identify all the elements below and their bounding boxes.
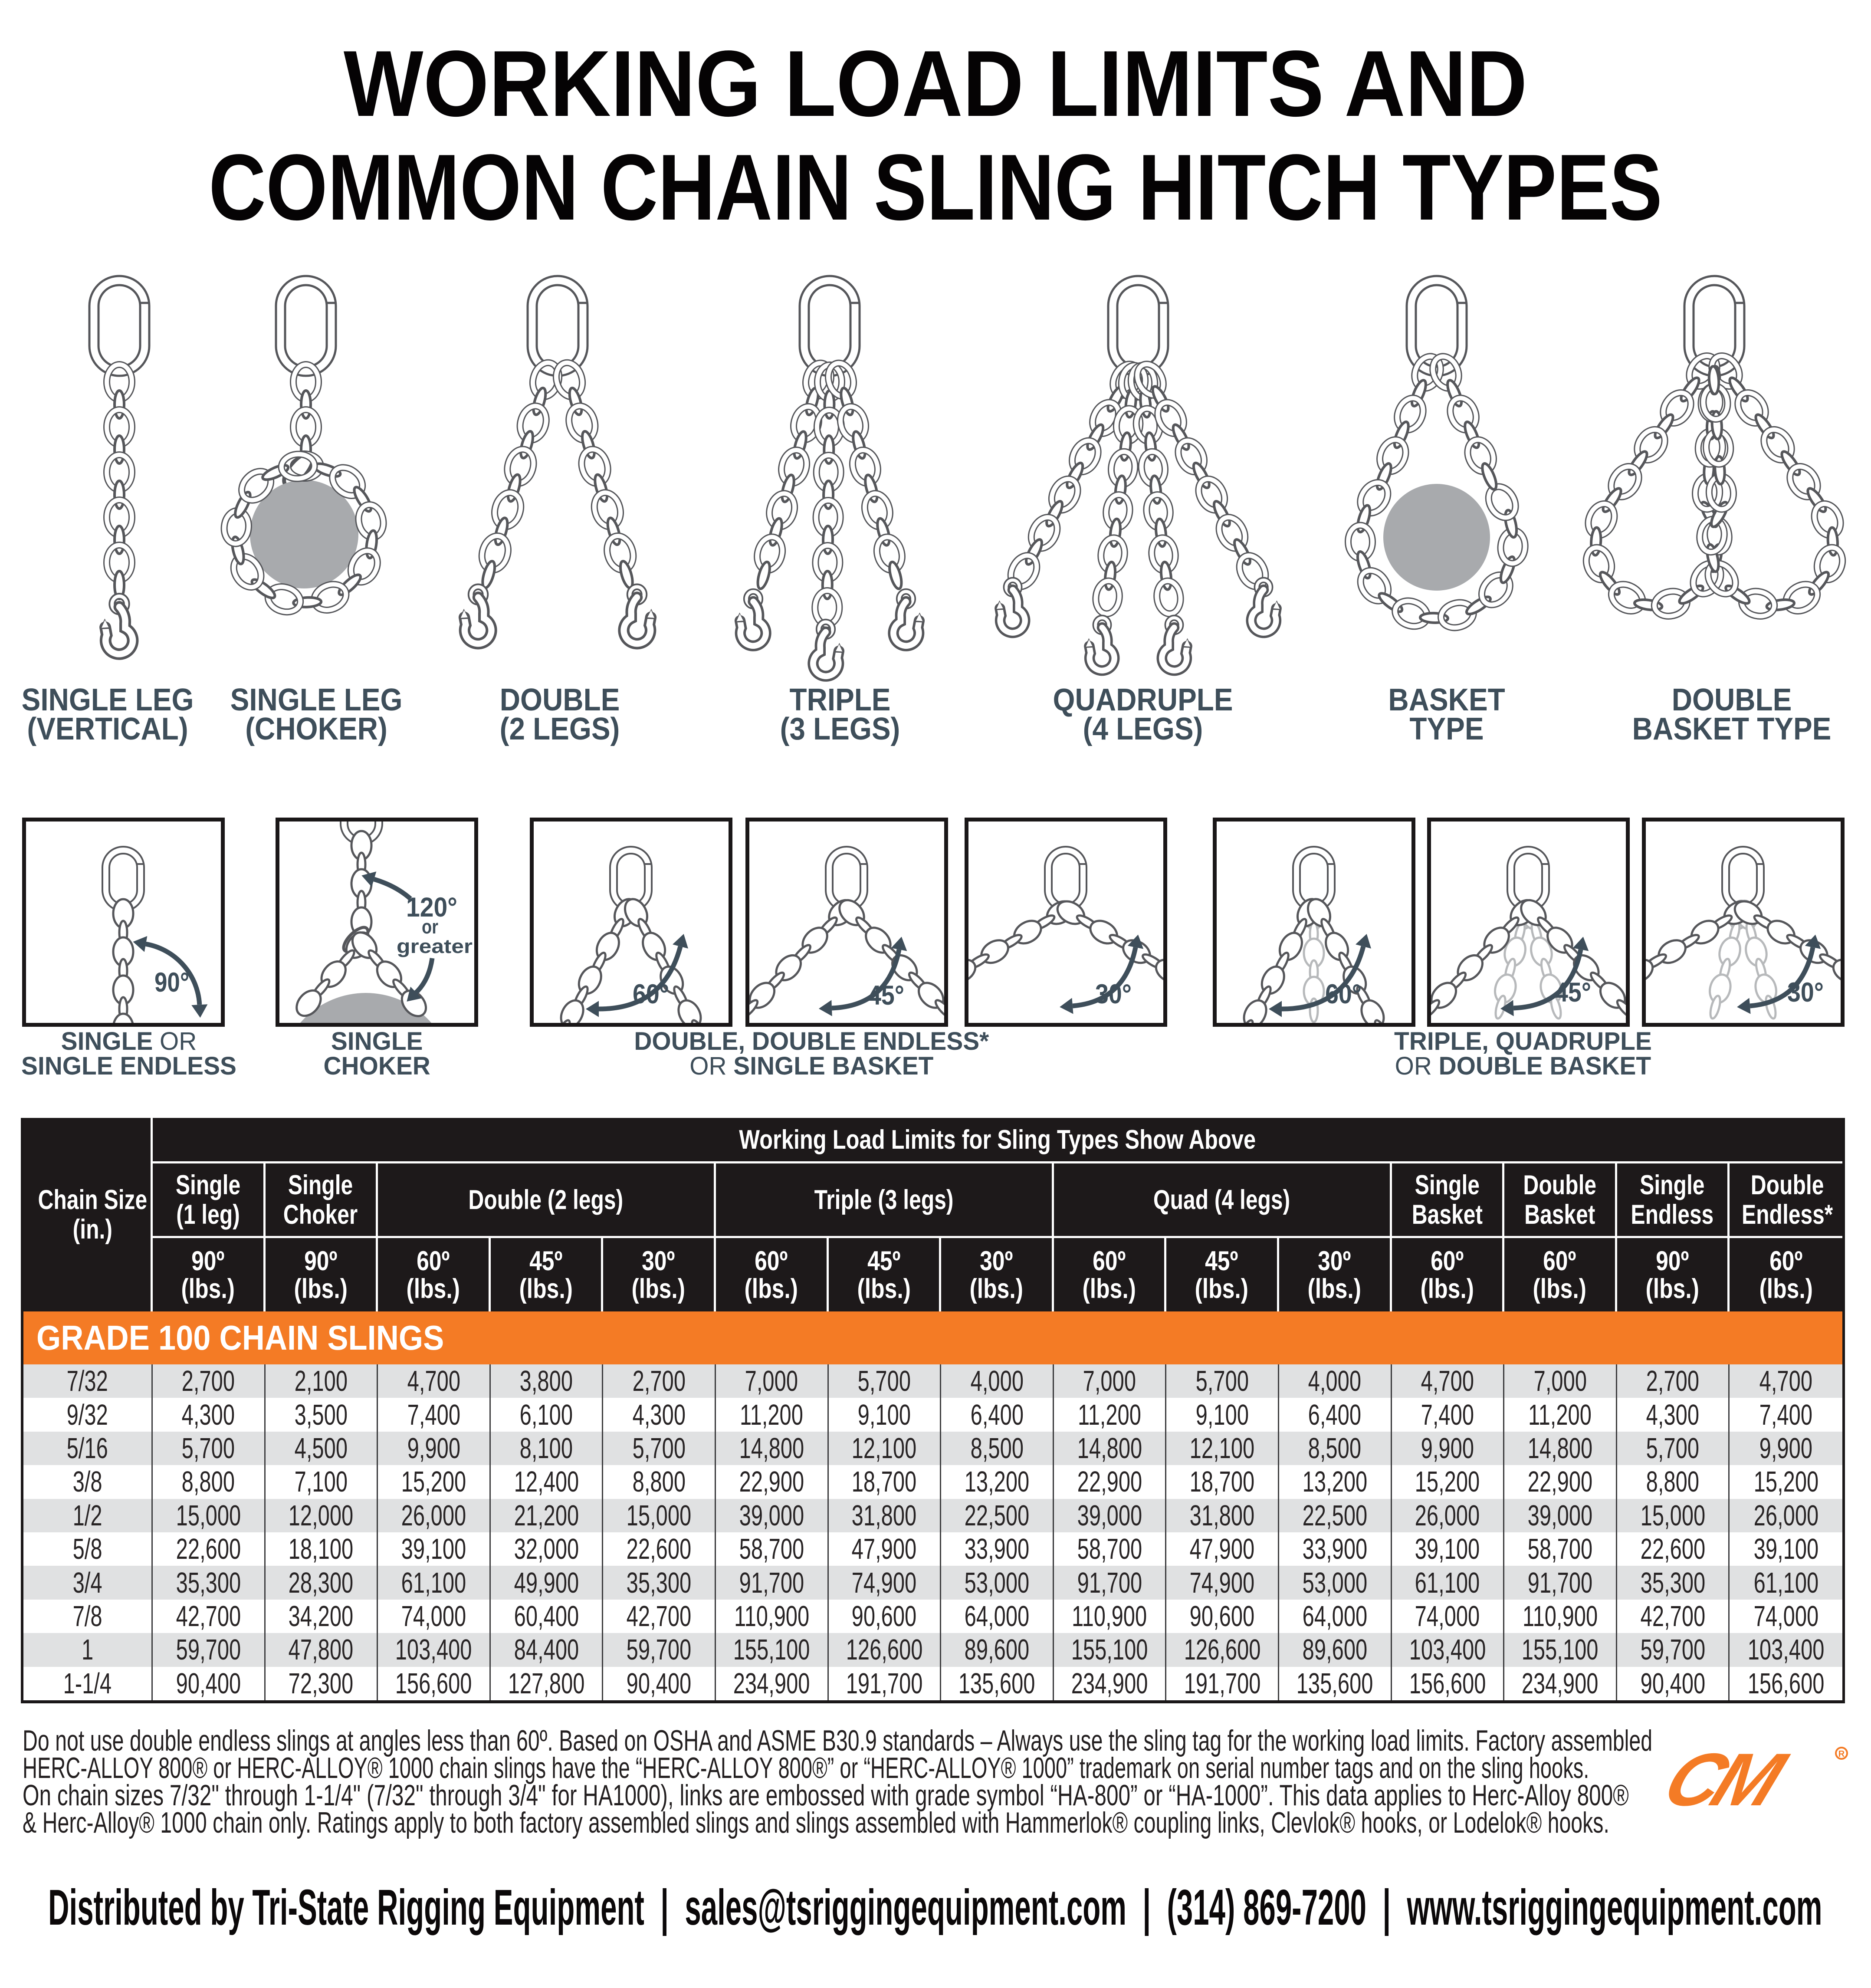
svg-text:greater: greater: [397, 935, 473, 957]
svg-text:30°: 30°: [1787, 977, 1824, 1008]
svg-text:45°: 45°: [1555, 977, 1591, 1008]
svg-text:60°: 60°: [633, 979, 669, 1009]
svg-text:90°: 90°: [154, 967, 189, 998]
svg-text:120°: 120°: [406, 892, 457, 923]
svg-text:or: or: [422, 916, 438, 938]
svg-text:R: R: [1838, 1749, 1845, 1759]
svg-text:60°: 60°: [1325, 979, 1362, 1009]
svg-text:45°: 45°: [868, 980, 904, 1011]
svg-text:30°: 30°: [1095, 979, 1132, 1009]
svg-text:CM: CM: [1662, 1740, 1798, 1818]
